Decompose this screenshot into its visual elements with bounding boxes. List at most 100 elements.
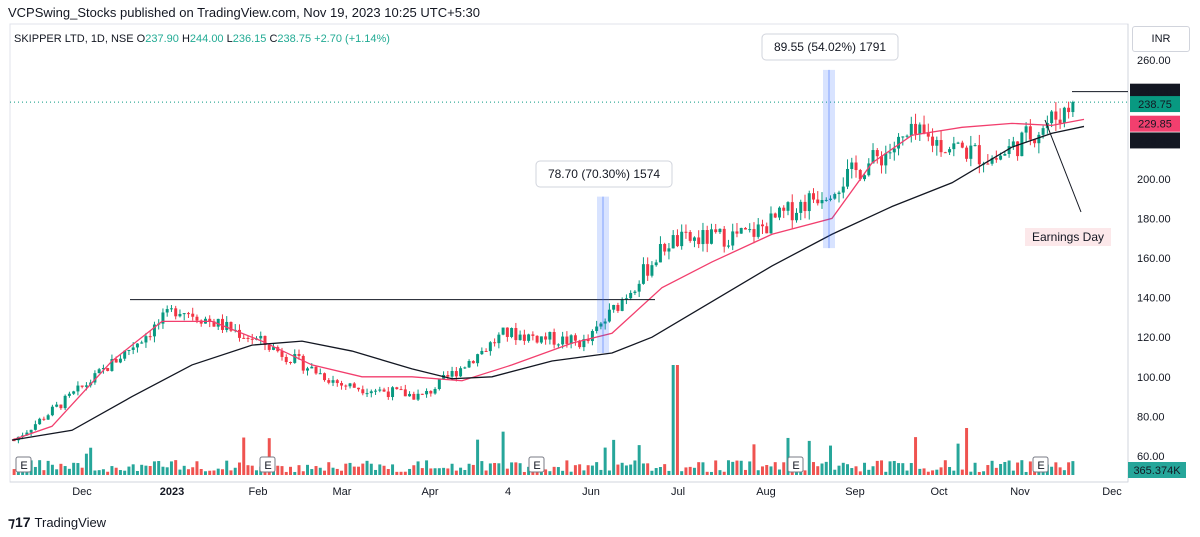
volume-bar: [216, 468, 220, 475]
volume-bar: [565, 460, 569, 475]
volume-bar: [344, 463, 348, 475]
candle-body: [280, 351, 284, 357]
volume-bar: [323, 470, 327, 475]
volume-tag-label: 365.374K: [1133, 465, 1181, 477]
candle-body: [84, 385, 88, 387]
volume-bar: [93, 470, 97, 475]
earnings-marker-label: E: [792, 460, 799, 472]
candle-body: [569, 335, 573, 344]
candle-body: [999, 155, 1003, 160]
y-tick-label: 260.00: [1137, 55, 1171, 67]
currency-button[interactable]: INR: [1132, 26, 1190, 52]
volume-bar: [1011, 470, 1015, 475]
candle-body: [1016, 141, 1020, 157]
candle-body: [237, 329, 241, 338]
volume-bar: [1054, 462, 1058, 475]
volume-bar: [403, 471, 407, 475]
volume-bar: [21, 471, 25, 475]
candle-body: [505, 327, 509, 337]
volume-bar: [220, 469, 224, 475]
candle-body: [259, 335, 263, 339]
candle-body: [965, 147, 969, 159]
volume-bar: [361, 463, 365, 475]
candle-body: [471, 361, 475, 364]
candle-body: [208, 318, 212, 322]
volume-bar: [922, 468, 926, 475]
candle-body: [55, 404, 59, 407]
candle-body: [663, 244, 667, 252]
volume-bar: [140, 464, 144, 475]
candle-body: [42, 418, 46, 420]
earnings-label: Earnings Day: [1032, 230, 1104, 244]
candle-body: [850, 162, 854, 169]
x-tick-label: Oct: [930, 486, 947, 498]
candle-body: [446, 374, 450, 377]
volume-bar: [357, 466, 361, 475]
candle-body: [722, 228, 726, 247]
volume-bar: [340, 470, 344, 475]
volume-bar: [552, 466, 556, 475]
price-tag: [1130, 83, 1180, 100]
candle-body: [718, 228, 722, 233]
candle-body: [858, 170, 862, 180]
candle-body: [225, 321, 229, 330]
earnings-marker-label: E: [20, 460, 27, 472]
volume-bar: [714, 460, 718, 475]
volume-bar: [812, 462, 815, 475]
candle-body: [425, 391, 429, 395]
volume-bar: [641, 463, 645, 475]
candle-body: [416, 393, 420, 400]
price-chart[interactable]: 260.00240.00220.00200.00180.00160.00140.…: [0, 0, 1200, 510]
candle-body: [284, 356, 288, 363]
candle-body: [884, 153, 888, 166]
volume-bar: [182, 465, 186, 475]
volume-bar: [42, 470, 46, 475]
candle-body: [888, 152, 892, 154]
candle-body: [552, 332, 556, 345]
volume-bar: [658, 466, 662, 475]
volume-bar: [135, 471, 139, 475]
volume-bar: [72, 462, 76, 475]
x-tick-label: Jun: [582, 486, 600, 498]
volume-bar: [612, 439, 616, 475]
candle-body: [527, 334, 531, 341]
volume-bar: [582, 470, 586, 475]
candle-body: [586, 339, 590, 342]
candle-body: [629, 292, 633, 299]
volume-bar: [578, 464, 582, 475]
volume-bar: [948, 466, 952, 475]
volume-bar: [994, 467, 998, 475]
volume-bar: [331, 467, 335, 475]
volume-bar: [289, 466, 292, 475]
high-value: 244.00: [189, 33, 224, 45]
candle-body: [182, 313, 186, 315]
volume-bar: [548, 471, 552, 475]
candle-body: [242, 337, 246, 339]
candle-body: [837, 192, 841, 195]
candle-body: [756, 224, 760, 237]
candle-body: [420, 393, 424, 395]
volume-bar: [365, 460, 369, 475]
candle-body: [731, 231, 735, 246]
volume-bar: [1062, 470, 1066, 475]
volume-bar: [33, 466, 37, 475]
candle-body: [612, 304, 616, 310]
volume-bar: [225, 460, 229, 475]
volume-bar: [12, 469, 16, 475]
candle-body: [680, 231, 684, 247]
volume-bar: [522, 471, 526, 475]
volume-bar: [595, 462, 599, 475]
candle-body: [812, 193, 815, 200]
volume-bar: [191, 467, 195, 475]
volume-bar: [293, 471, 297, 475]
brand-footer[interactable]: ⁊17 TradingView: [8, 514, 106, 531]
candle-body: [1024, 126, 1028, 133]
y-tick-label: 160.00: [1137, 253, 1171, 265]
volume-tag: [1128, 462, 1186, 478]
volume-bar: [752, 444, 756, 475]
candle-body: [952, 143, 956, 150]
candle-body: [1058, 119, 1062, 124]
volume-bar: [106, 471, 110, 475]
y-tick-label: 60.00: [1137, 451, 1165, 463]
measure-label: 89.55 (54.02%) 1791: [774, 40, 886, 54]
